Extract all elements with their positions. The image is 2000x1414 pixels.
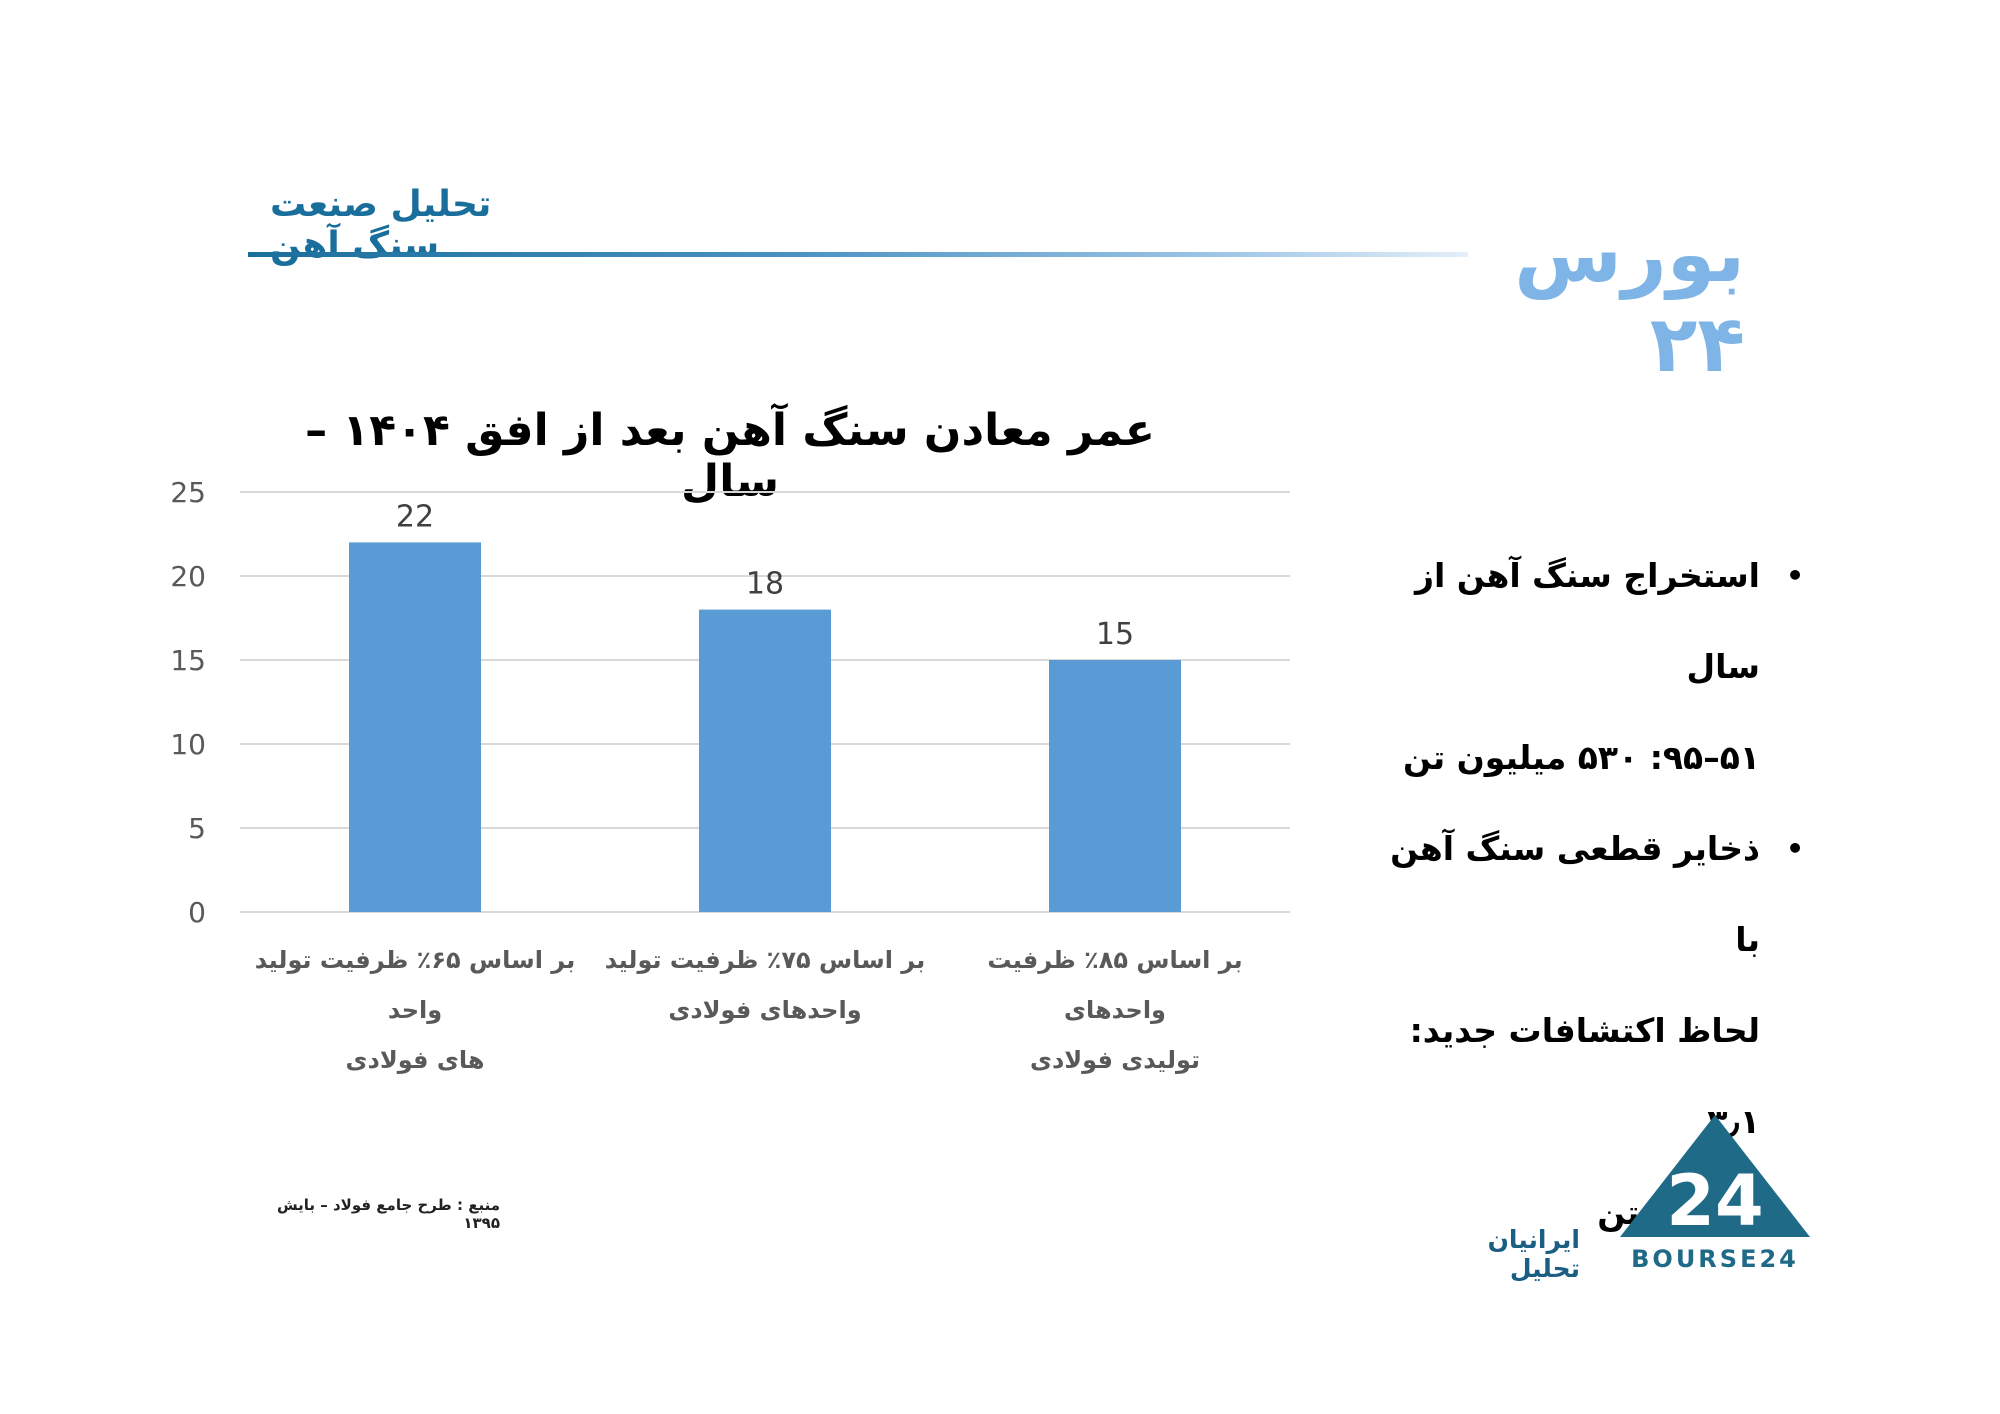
header-divider [248,252,1468,257]
bullet-line: • ذخایر قطعی سنگ آهن با [1380,803,1804,985]
bar [699,609,831,912]
bullet-line: لحاظ اکتشافات جدید: ۳٫۱ [1380,985,1760,1167]
x-category-label-line: واحدهای فولادی [668,996,862,1024]
source-note: منبع : طرح جامع فولاد – بایش ۱۳۹۵ [276,1196,500,1232]
x-category-label: بر اساس ۷۵٪ ظرفیت تولید واحدهای فولادی [600,935,930,1035]
x-category-label-line: بر اساس ۸۵٪ ظرفیت واحدهای [987,946,1243,1024]
bullet-text: ذخایر قطعی سنگ آهن با [1390,829,1760,959]
bar [1049,660,1181,912]
x-category-label-line: های فولادی [345,1046,485,1074]
bullet-list: • استخراج سنگ آهن از سال ۵۱–۹۵: ۵۳۰ میلیون… [1380,530,1804,1258]
logo-triangle [1620,1115,1810,1237]
x-category-label: بر اساس ۶۵٪ ظرفیت تولید واحد های فولادی [250,935,580,1085]
x-category-label-line: تولیدی فولادی [1029,1046,1201,1074]
company-name: ایرانیان تحلیل [1487,1225,1580,1283]
y-tick-label: 5 [188,812,206,845]
bullet-text: ۵۱–۹۵: ۵۳۰ میلیون تن [1403,738,1760,777]
chart-title: عمر معادن سنگ آهن بعد از افق ۱۴۰۴ – سال [305,405,1155,507]
data-label: 22 [396,499,434,534]
y-tick-label: 0 [188,896,206,929]
bullet-dot-icon: • [1786,559,1804,592]
logo-number: 24 [1666,1160,1763,1242]
bullet-text: استخراج سنگ آهن از سال [1414,556,1760,686]
logo-text: BOURSE24 [1631,1245,1799,1273]
data-label: 18 [746,567,784,602]
bourse24-logo: 24 BOURSE24 [1620,1115,1810,1273]
y-tick-label: 10 [170,728,206,761]
data-label: 15 [1096,617,1134,652]
bullet-text: لحاظ اکتشافات جدید: ۳٫۱ [1409,1011,1760,1141]
bar [349,542,481,912]
header-title: تحلیل صنعت سنگ آهن [270,184,492,266]
x-category-label-line: بر اساس ۷۵٪ ظرفیت تولید [604,946,926,974]
bar-chart: 0 5 10 15 20 25 22 18 15 [170,476,1290,929]
x-category-label-line: بر اساس ۶۵٪ ظرفیت تولید واحد [254,946,576,1024]
bullet-line: • استخراج سنگ آهن از سال [1380,530,1804,712]
brand-logo: بورس ۲۴ [1514,210,1745,390]
bullet-dot-icon: • [1786,832,1804,865]
x-category-label: بر اساس ۸۵٪ ظرفیت واحدهای تولیدی فولادی [950,935,1280,1085]
y-tick-label: 15 [170,644,206,677]
y-tick-label: 25 [170,476,206,509]
y-tick-label: 20 [170,560,206,593]
bullet-line: ۵۱–۹۵: ۵۳۰ میلیون تن [1380,712,1760,803]
